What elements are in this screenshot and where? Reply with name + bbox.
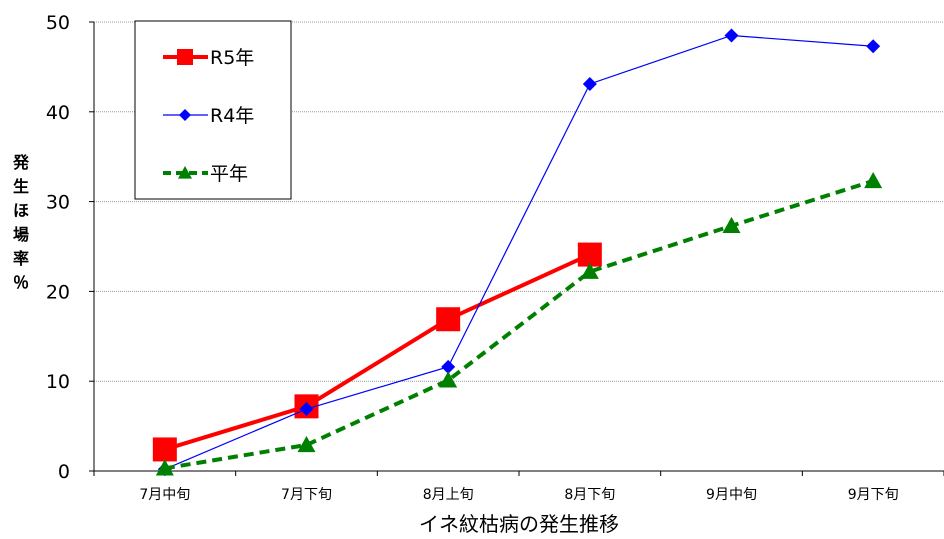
y-axis-label-char: 生 bbox=[13, 177, 29, 196]
data-point bbox=[864, 171, 883, 189]
y-tick-label: 10 bbox=[46, 371, 70, 393]
y-tick-label: 50 bbox=[46, 12, 70, 34]
x-tick-label: 9月中旬 bbox=[706, 487, 757, 503]
y-tick-label: 40 bbox=[46, 102, 70, 124]
legend-label: 平年 bbox=[210, 163, 248, 185]
series-3 bbox=[155, 171, 883, 476]
x-tick-label: 8月下旬 bbox=[564, 487, 615, 503]
x-tick-label: 7月中旬 bbox=[139, 487, 190, 503]
data-point bbox=[297, 435, 316, 453]
series-group bbox=[152, 28, 883, 477]
legend-marker bbox=[179, 109, 191, 121]
legend-item: R4年 bbox=[163, 105, 254, 127]
series-line bbox=[164, 179, 874, 471]
series-1 bbox=[152, 242, 602, 462]
x-tick-label: 8月上旬 bbox=[423, 487, 474, 503]
series-line bbox=[164, 34, 874, 470]
y-axis-label-char: 発 bbox=[12, 153, 30, 172]
data-point bbox=[441, 359, 456, 374]
legend-marker bbox=[178, 166, 192, 179]
data-point bbox=[152, 437, 177, 462]
x-axis-label: イネ紋枯病の発生推移 bbox=[419, 512, 619, 536]
legend-box bbox=[134, 20, 292, 200]
series-line bbox=[164, 252, 591, 452]
data-point bbox=[722, 216, 741, 234]
grid-lines bbox=[94, 21, 944, 382]
legend-marker bbox=[177, 49, 193, 65]
y-axis-label-char: ほ bbox=[13, 201, 29, 220]
data-point bbox=[155, 459, 174, 476]
y-tick-label: 0 bbox=[58, 461, 70, 483]
data-point bbox=[580, 262, 599, 279]
y-tick-label: 20 bbox=[46, 281, 70, 303]
y-axis-label-char: 率 bbox=[13, 249, 29, 268]
x-tick-label: 9月下旬 bbox=[848, 487, 899, 503]
x-tick-labels: 7月中旬 7月下旬 8月上旬 8月下旬 9月中旬 9月下旬 bbox=[93, 471, 944, 503]
y-axis-label-char: ％ bbox=[13, 273, 29, 292]
legend-item: 平年 bbox=[163, 163, 248, 185]
y-tick-labels: 0 10 20 30 40 50 bbox=[46, 12, 94, 483]
data-point bbox=[299, 402, 314, 417]
legend-item: R5年 bbox=[163, 47, 254, 69]
y-axis-label-char: 場 bbox=[13, 225, 29, 244]
data-point bbox=[439, 371, 458, 388]
data-point bbox=[582, 76, 597, 91]
legend-label: R4年 bbox=[210, 105, 254, 127]
data-point bbox=[436, 307, 461, 332]
y-tick-label: 30 bbox=[46, 192, 70, 214]
legend-label: R5年 bbox=[210, 47, 254, 69]
data-point bbox=[866, 39, 881, 54]
data-point bbox=[577, 242, 602, 267]
data-point bbox=[724, 28, 739, 43]
x-tick-label: 7月下旬 bbox=[281, 487, 332, 503]
